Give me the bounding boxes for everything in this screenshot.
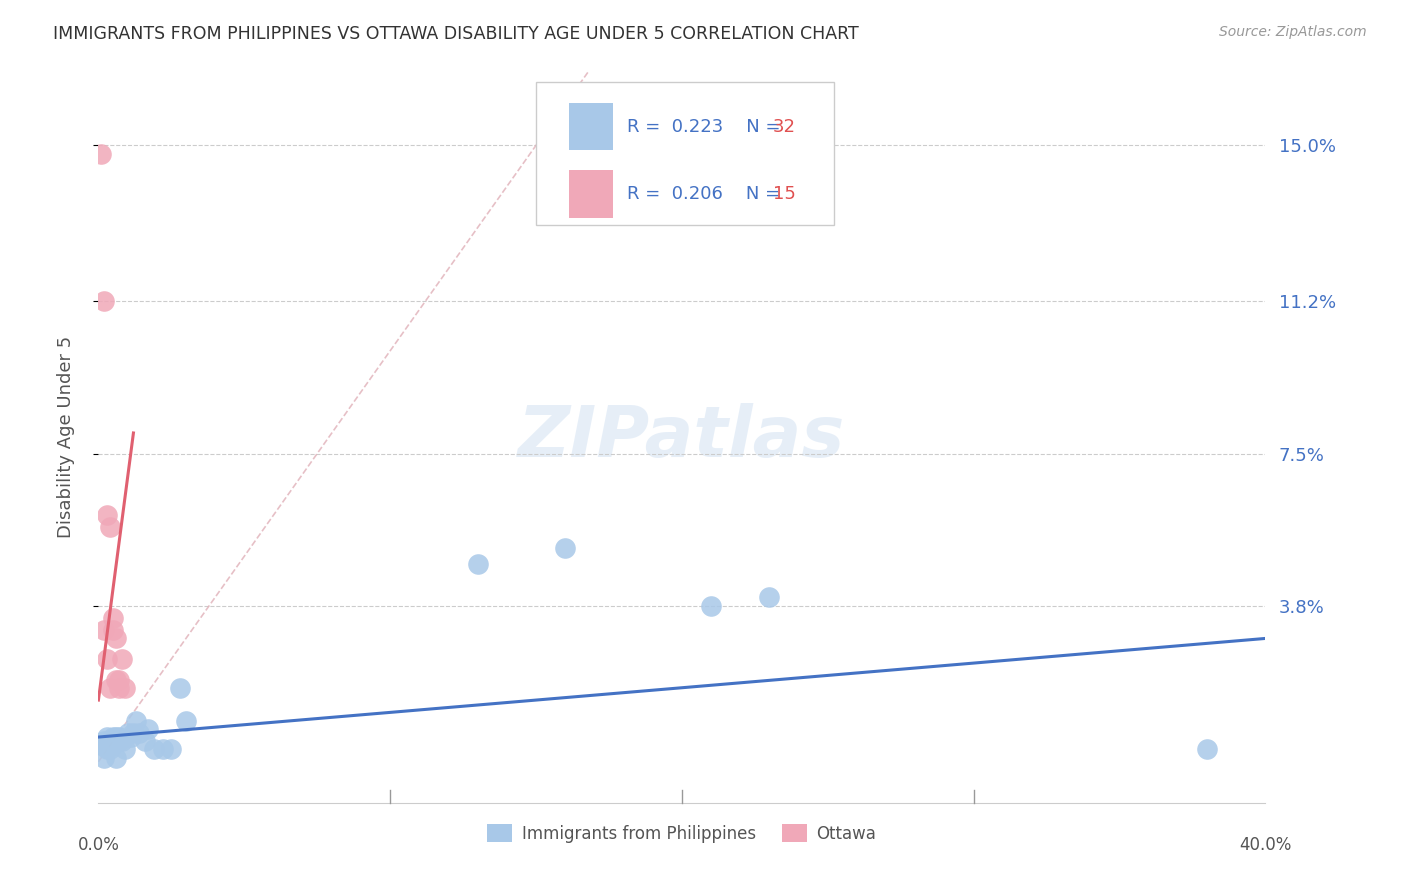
Point — [125, 714, 148, 728]
Point — [169, 681, 191, 695]
Point — [128, 726, 150, 740]
Point — [108, 681, 131, 695]
Point — [134, 734, 156, 748]
Point — [467, 558, 489, 572]
Point — [174, 714, 197, 728]
FancyBboxPatch shape — [536, 82, 834, 225]
Point — [104, 730, 127, 744]
Point — [122, 726, 145, 740]
FancyBboxPatch shape — [568, 170, 613, 218]
Point — [117, 726, 139, 740]
Y-axis label: Disability Age Under 5: Disability Age Under 5 — [56, 336, 75, 538]
Point — [96, 508, 118, 523]
Point — [93, 750, 115, 764]
Point — [108, 730, 131, 744]
Point — [1195, 742, 1218, 756]
FancyBboxPatch shape — [568, 103, 613, 151]
Point — [96, 730, 118, 744]
Text: R =  0.206    N =: R = 0.206 N = — [627, 185, 786, 202]
Text: IMMIGRANTS FROM PHILIPPINES VS OTTAWA DISABILITY AGE UNDER 5 CORRELATION CHART: IMMIGRANTS FROM PHILIPPINES VS OTTAWA DI… — [53, 25, 859, 43]
Point — [101, 611, 124, 625]
Point — [98, 681, 121, 695]
Text: 0.0%: 0.0% — [77, 836, 120, 854]
Point — [114, 681, 136, 695]
Text: 15: 15 — [773, 185, 796, 202]
Point — [93, 294, 115, 309]
Point — [98, 520, 121, 534]
Point — [108, 673, 131, 687]
Point — [108, 734, 131, 748]
Point — [96, 652, 118, 666]
Point — [160, 742, 183, 756]
Text: Source: ZipAtlas.com: Source: ZipAtlas.com — [1219, 25, 1367, 39]
Point — [98, 739, 121, 753]
Point — [136, 722, 159, 736]
Legend: Immigrants from Philippines, Ottawa: Immigrants from Philippines, Ottawa — [481, 818, 883, 849]
Point — [111, 734, 134, 748]
Point — [142, 742, 165, 756]
Point — [104, 632, 127, 646]
Point — [114, 742, 136, 756]
Point — [111, 652, 134, 666]
Point — [152, 742, 174, 756]
Point — [554, 541, 576, 555]
Point — [104, 673, 127, 687]
Point — [98, 742, 121, 756]
Text: 32: 32 — [773, 118, 796, 136]
Text: ZIPatlas: ZIPatlas — [519, 402, 845, 472]
Point — [90, 146, 112, 161]
Text: R =  0.223    N =: R = 0.223 N = — [627, 118, 786, 136]
Point — [120, 730, 142, 744]
Point — [700, 599, 723, 613]
Point — [758, 591, 780, 605]
Text: 40.0%: 40.0% — [1239, 836, 1292, 854]
Point — [101, 739, 124, 753]
Point — [101, 624, 124, 638]
Point — [101, 730, 124, 744]
Point — [90, 739, 112, 753]
Point — [93, 624, 115, 638]
Point — [104, 750, 127, 764]
Point — [96, 742, 118, 756]
Point — [93, 734, 115, 748]
